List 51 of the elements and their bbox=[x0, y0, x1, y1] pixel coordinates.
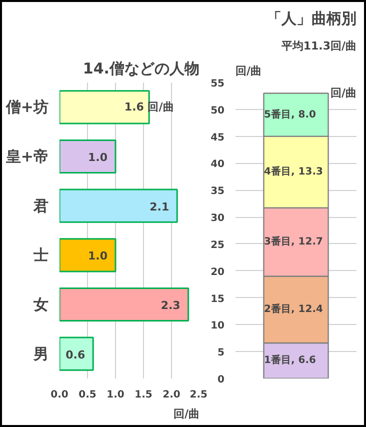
data-label: , 13.3 bbox=[291, 166, 323, 178]
data-label: 2.1 bbox=[150, 200, 170, 214]
chart-title: 「人」曲柄別 bbox=[266, 10, 356, 28]
bar bbox=[60, 238, 116, 272]
data-label: 0.6 bbox=[66, 348, 86, 362]
y-tick-label: 皇+帝 bbox=[4, 148, 49, 166]
y-tick-label: 0 bbox=[218, 374, 225, 386]
y-tick-label: 20 bbox=[210, 266, 225, 278]
data-label: , 12.4 bbox=[291, 304, 323, 316]
x-tick-label: 0.5 bbox=[78, 390, 96, 400]
chart-title: 14.僧などの人物 bbox=[82, 60, 200, 78]
y-axis-title: 回/曲 bbox=[236, 64, 262, 78]
y-tick-label: 50 bbox=[210, 105, 225, 116]
y-tick-label: 5 bbox=[218, 348, 225, 359]
y-tick-label: 15 bbox=[210, 294, 225, 305]
x-axis-title: 回/曲 bbox=[173, 408, 200, 420]
data-label: , 12.7 bbox=[291, 236, 323, 248]
series-label: 5番目 bbox=[264, 108, 292, 120]
x-tick-label: 1.5 bbox=[134, 390, 152, 400]
y-tick-label: 君 bbox=[32, 196, 48, 215]
y-tick-label: 10 bbox=[210, 320, 225, 332]
x-tick-label: 0.0 bbox=[50, 390, 68, 400]
y-tick-label: 40 bbox=[210, 159, 225, 170]
x-tick-label: 2.5 bbox=[190, 390, 208, 400]
bar bbox=[60, 139, 116, 174]
y-tick-label: 45 bbox=[210, 132, 225, 144]
y-tick-label: 55 bbox=[210, 78, 225, 90]
data-label: 2.3 bbox=[160, 299, 180, 312]
text: 平均11.3回/曲 bbox=[280, 40, 357, 52]
bar bbox=[60, 287, 190, 322]
data-label: , 8.0 bbox=[291, 109, 316, 120]
y-tick-label: 僧+坊 bbox=[4, 98, 49, 116]
data-label: 1.0 bbox=[88, 250, 108, 263]
y-tick-label: 35 bbox=[210, 186, 225, 198]
series-label: 3番目 bbox=[264, 236, 292, 248]
series-label: 2番目 bbox=[264, 303, 292, 316]
y-tick-label: 30 bbox=[210, 213, 225, 224]
series-label: 1番目 bbox=[264, 354, 292, 366]
x-tick-label: 1.0 bbox=[106, 390, 124, 400]
bar bbox=[60, 188, 178, 223]
annotation: 回/曲 bbox=[330, 86, 357, 100]
data-label: , 6.6 bbox=[291, 355, 316, 366]
data-label: 1.0 bbox=[88, 151, 108, 164]
y-tick-label: 士 bbox=[32, 246, 48, 264]
x-tick-label: 2.0 bbox=[162, 390, 180, 400]
bar bbox=[60, 336, 94, 371]
y-tick-label: 男 bbox=[32, 344, 48, 363]
bar bbox=[60, 90, 150, 124]
series-label: 4番目 bbox=[264, 166, 292, 178]
y-tick-label: 女 bbox=[32, 296, 48, 314]
y-tick-label: 25 bbox=[210, 240, 225, 251]
